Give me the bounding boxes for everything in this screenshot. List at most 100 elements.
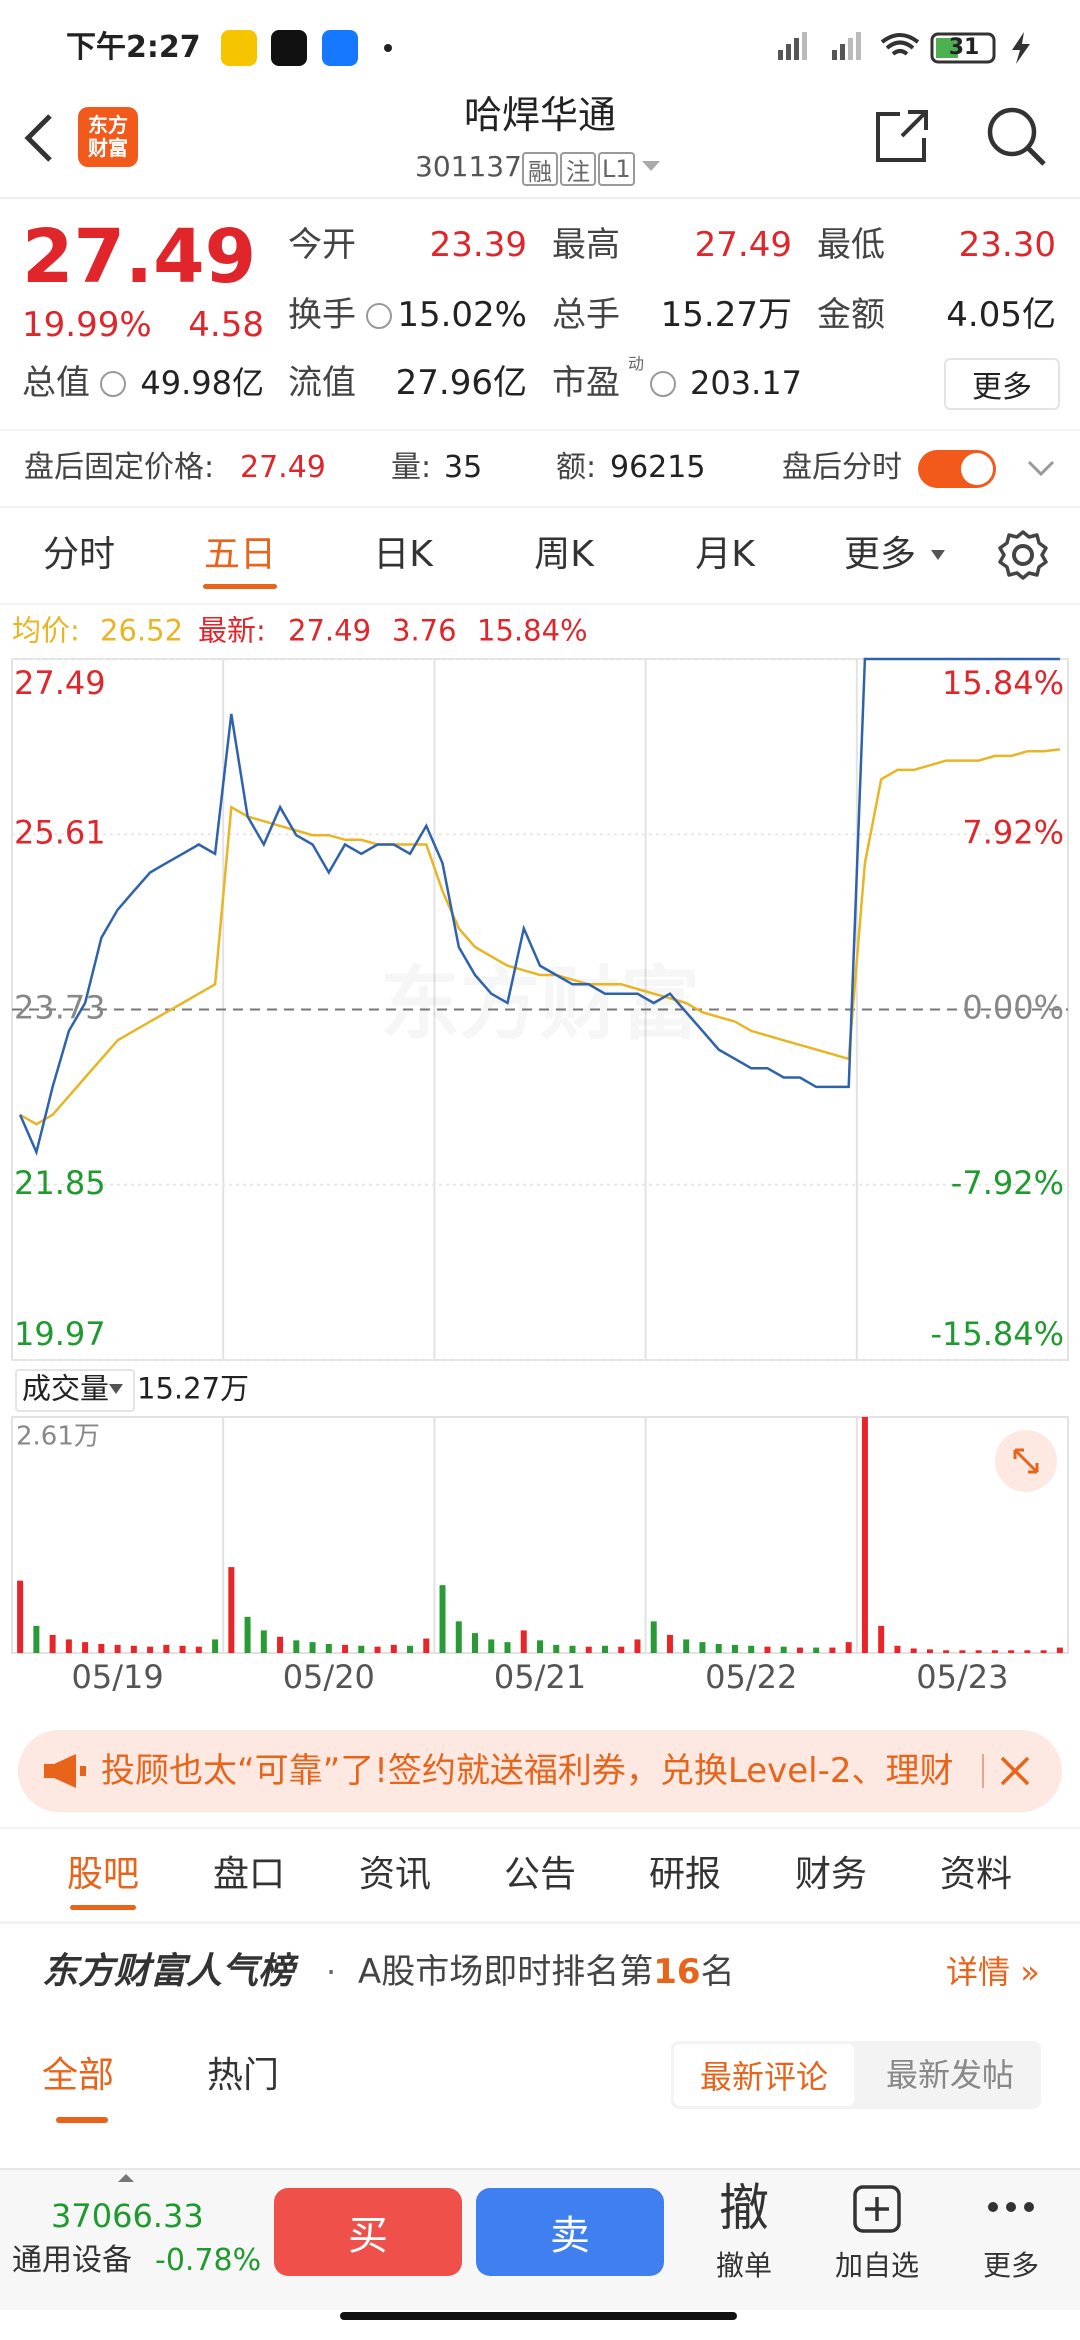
expand-arrow[interactable]: [1026, 458, 1056, 478]
dropdown-arrow[interactable]: [640, 158, 662, 174]
news-tab[interactable]: 资料: [939, 1854, 1013, 1895]
volume-bar: [455, 1621, 462, 1653]
volume-bar: [796, 1647, 803, 1653]
settings-button[interactable]: [996, 528, 1050, 582]
more-button[interactable]: 更多: [944, 358, 1060, 410]
rank-link[interactable]: 详情 »: [946, 1953, 1040, 1991]
period-tab[interactable]: 更多: [843, 534, 917, 575]
field-label: 金额: [817, 295, 885, 335]
volume-bar: [650, 1621, 657, 1653]
field-label: 最高: [552, 225, 620, 265]
y2-tick-label: 7.92%: [962, 813, 1064, 851]
news-tab[interactable]: 公告: [503, 1854, 577, 1895]
legend-label: 最新:: [198, 613, 266, 648]
field-value: 23.39: [429, 225, 527, 265]
field-value: 4.05亿: [946, 295, 1056, 335]
volume-bar: [325, 1643, 332, 1653]
watch-icon[interactable]: [852, 2184, 902, 2234]
legend-value: 15.84%: [477, 613, 588, 648]
more-label[interactable]: 更多: [982, 2249, 1040, 2282]
volume-bar: [33, 1625, 40, 1653]
volume-bar: [829, 1647, 836, 1653]
news-tab[interactable]: 盘口: [212, 1854, 286, 1895]
volume-bar: [943, 1650, 950, 1653]
up-arrow[interactable]: [116, 2172, 136, 2184]
cancel-label[interactable]: 撤单: [715, 2249, 773, 2282]
period-tab[interactable]: 月K: [695, 534, 755, 575]
period-tab[interactable]: 周K: [534, 534, 594, 575]
news-tab[interactable]: 股吧: [66, 1854, 140, 1895]
volume-bar: [959, 1650, 966, 1653]
volume-bar: [1056, 1647, 1063, 1653]
x-tick-label: 05/19: [71, 1658, 163, 1696]
x-tick-label: 05/20: [283, 1658, 375, 1696]
divider: [0, 197, 1080, 199]
after-hours-label: 盘后固定价格:: [24, 450, 215, 485]
last-price: 27.49: [22, 214, 257, 300]
field-label: 市盈: [552, 363, 620, 403]
filter-tab[interactable]: 热门: [207, 2055, 280, 2096]
news-tab[interactable]: 资讯: [358, 1854, 432, 1895]
share-button[interactable]: [872, 106, 932, 166]
filter-tab[interactable]: 全部: [42, 2055, 115, 2096]
x-tick-label: 05/21: [494, 1658, 586, 1696]
sort-option[interactable]: 最新评论: [674, 2044, 854, 2106]
sort-option[interactable]: 最新发帖: [885, 2056, 1015, 2094]
close-button[interactable]: [998, 1754, 1032, 1788]
more-icon[interactable]: [986, 2200, 1036, 2214]
volume-selector[interactable]: [15, 1369, 135, 1412]
volume-bar: [65, 1639, 72, 1653]
app-logo[interactable]: 东方 财富: [78, 107, 138, 167]
after-hours-volume: 35: [444, 450, 483, 485]
divider: [0, 429, 1080, 431]
volume-bar: [731, 1644, 738, 1653]
volume-bar: [1024, 1650, 1031, 1653]
info-icon[interactable]: [100, 371, 126, 397]
news-tab[interactable]: 财务: [794, 1854, 868, 1895]
toggle[interactable]: [918, 450, 996, 488]
volume-bar: [374, 1646, 381, 1653]
index-name[interactable]: 通用设备: [12, 2243, 132, 2278]
separator: ·: [326, 1953, 337, 1991]
volume-bar: [699, 1642, 706, 1653]
y2-tick-label: 0.00%: [962, 989, 1064, 1027]
info-icon[interactable]: [650, 371, 676, 397]
volume-bar: [894, 1645, 901, 1653]
back-button[interactable]: [20, 110, 60, 166]
volume-bar: [813, 1647, 820, 1653]
volume-bar: [618, 1646, 625, 1653]
volume-bar: [1040, 1650, 1047, 1653]
period-tab[interactable]: 日K: [373, 534, 433, 575]
cancel-icon[interactable]: 撤: [719, 2179, 769, 2237]
volume-bar: [82, 1642, 89, 1653]
rank-suffix: 名: [700, 1952, 735, 1992]
rank-text[interactable]: A股市场即时排名第16名: [358, 1955, 735, 1989]
after-hours-label: 量:: [391, 450, 432, 485]
fullscreen-button[interactable]: [995, 1430, 1057, 1492]
index-value[interactable]: 37066.33: [51, 2197, 204, 2235]
volume-bar: [683, 1639, 690, 1653]
buy-button[interactable]: 买: [274, 2188, 462, 2276]
y-tick-label: 27.49: [14, 664, 106, 702]
volume-bar: [439, 1585, 446, 1653]
index-change[interactable]: -0.78%: [155, 2243, 262, 2278]
field-label: 最低: [817, 225, 885, 265]
promo-banner[interactable]: 投顾也太“可靠”了!签约就送福利券，兑换Level-2、理财: [18, 1730, 1062, 1812]
badge: 注: [560, 152, 596, 186]
field-value: 203.17: [690, 364, 802, 402]
news-tab[interactable]: 研报: [648, 1854, 722, 1895]
watch-label[interactable]: 加自选: [834, 2249, 920, 2282]
search-button[interactable]: [984, 104, 1048, 168]
home-indicator: [340, 2312, 737, 2320]
volume-bar: [504, 1642, 511, 1653]
info-icon[interactable]: [366, 303, 392, 329]
volume-bar: [845, 1642, 852, 1653]
y-tick-label: 21.85: [14, 1164, 106, 1202]
volume-bar: [195, 1646, 202, 1653]
period-tab[interactable]: 五日: [203, 534, 277, 575]
toggle-label: 盘后分时: [782, 450, 902, 485]
volume-bar: [309, 1642, 316, 1653]
sell-button[interactable]: 卖: [476, 2188, 664, 2276]
period-tab[interactable]: 分时: [42, 534, 116, 575]
rank-label: A股市场即时排名第: [358, 1952, 654, 1992]
